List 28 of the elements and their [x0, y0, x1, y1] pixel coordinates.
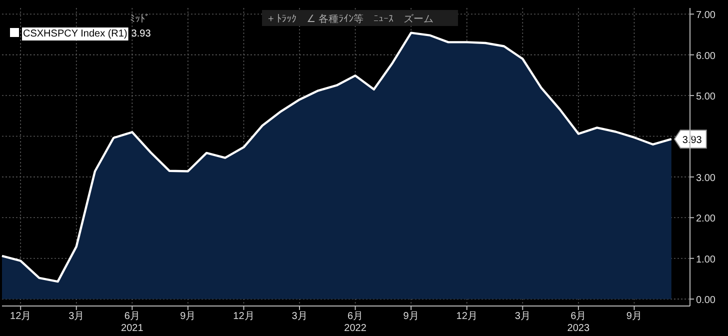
y-tick-label: 1.00: [696, 254, 716, 266]
annotation: + ﾄﾗｯｸ: [268, 14, 297, 25]
x-tick-label: 3月: [514, 311, 530, 322]
annotation: ﾐｯﾄﾞ: [130, 13, 150, 25]
data-label: 3.93: [682, 135, 702, 146]
x-tick-label: 12月: [233, 311, 254, 322]
y-tick-label: 7.00: [696, 10, 716, 22]
annotation: ﾆｭｰｽ: [373, 14, 394, 25]
x-tick-label: 9月: [626, 311, 642, 322]
x-tick-label: 3月: [68, 311, 84, 322]
x-tick-label: 12月: [10, 311, 32, 322]
legend-label: CSXHSPCY Index (R1): [23, 28, 128, 40]
x-tick-label: 6月 2023: [567, 311, 590, 334]
y-tick-label: 2.00: [696, 214, 716, 225]
x-tick-label: 6月 2021: [121, 311, 144, 334]
y-tick-label: 5.00: [696, 92, 716, 103]
x-tick-label: 9月: [180, 311, 196, 322]
annotation: ズーム: [403, 13, 434, 25]
annotation: 3.93: [131, 28, 152, 40]
x-tick-label: 3月: [292, 311, 308, 322]
y-tick-label: 3.00: [696, 172, 716, 184]
x-tick-label: 9月: [403, 311, 419, 322]
y-tick-label: 6.00: [696, 50, 716, 62]
annotation: ∠ 各種ﾗｲﾝ等: [306, 13, 364, 25]
y-tick-label: 0.00: [696, 295, 716, 306]
legend: CSXHSPCY Index (R1): [10, 28, 128, 40]
x-tick-label: 6月 2022: [344, 311, 367, 334]
x-tick-label: 12月: [456, 311, 478, 322]
